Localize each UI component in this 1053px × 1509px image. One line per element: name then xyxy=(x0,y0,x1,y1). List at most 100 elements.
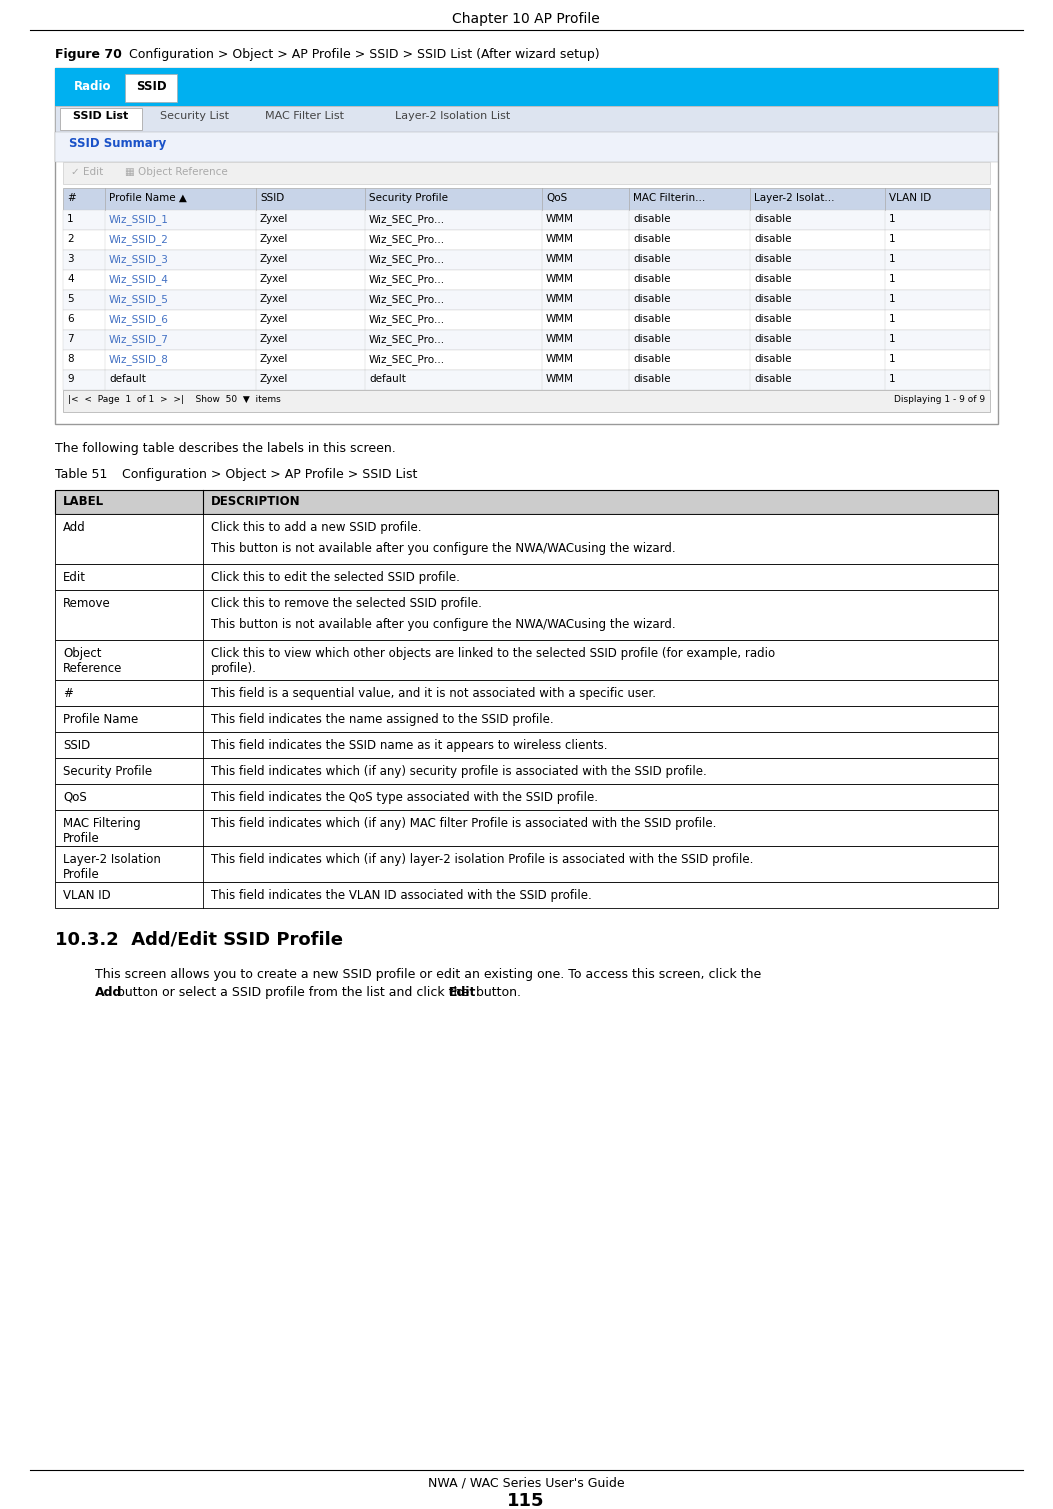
Text: disable: disable xyxy=(633,314,671,324)
Text: Wiz_SSID_5: Wiz_SSID_5 xyxy=(110,294,168,305)
Bar xyxy=(63,309,990,330)
Text: default: default xyxy=(110,374,146,383)
Text: Wiz_SSID_2: Wiz_SSID_2 xyxy=(110,234,168,244)
Text: WMM: WMM xyxy=(547,355,574,364)
Text: disable: disable xyxy=(754,214,792,223)
Bar xyxy=(60,109,142,130)
Bar xyxy=(63,290,990,309)
Text: 1: 1 xyxy=(889,355,896,364)
Text: button.: button. xyxy=(473,985,521,999)
Text: disable: disable xyxy=(633,234,671,244)
Text: Wiz_SSID_6: Wiz_SSID_6 xyxy=(110,314,168,324)
Text: Zyxel: Zyxel xyxy=(260,294,289,303)
Text: Table 51: Table 51 xyxy=(55,468,107,481)
Text: Zyxel: Zyxel xyxy=(260,333,289,344)
Text: Reference: Reference xyxy=(63,662,122,675)
Text: DESCRIPTION: DESCRIPTION xyxy=(211,495,300,509)
Text: 9: 9 xyxy=(67,374,74,383)
Text: Wiz_SEC_Pro...: Wiz_SEC_Pro... xyxy=(369,275,445,285)
Bar xyxy=(55,490,998,515)
Text: Edit: Edit xyxy=(63,570,86,584)
Text: 10.3.2  Add/Edit SSID Profile: 10.3.2 Add/Edit SSID Profile xyxy=(55,930,343,948)
Text: default: default xyxy=(369,374,405,383)
Text: Click this to remove the selected SSID profile.: Click this to remove the selected SSID p… xyxy=(211,598,482,610)
Text: Wiz_SSID_3: Wiz_SSID_3 xyxy=(110,254,168,266)
Text: Configuration > Object > AP Profile > SSID > SSID List (After wizard setup): Configuration > Object > AP Profile > SS… xyxy=(117,48,599,60)
Text: VLAN ID: VLAN ID xyxy=(889,193,931,204)
Bar xyxy=(63,250,990,270)
Text: disable: disable xyxy=(633,333,671,344)
Text: 1: 1 xyxy=(889,374,896,383)
Text: This field indicates the SSID name as it appears to wireless clients.: This field indicates the SSID name as it… xyxy=(211,739,608,751)
Bar xyxy=(63,370,990,389)
Text: disable: disable xyxy=(754,333,792,344)
Bar xyxy=(55,515,998,564)
Text: 1: 1 xyxy=(889,314,896,324)
Bar xyxy=(55,564,998,590)
Text: disable: disable xyxy=(754,355,792,364)
Text: Figure 70: Figure 70 xyxy=(55,48,122,60)
Bar xyxy=(63,350,990,370)
Text: ✓ Edit: ✓ Edit xyxy=(71,167,103,177)
Text: 1: 1 xyxy=(67,214,74,223)
Text: Zyxel: Zyxel xyxy=(260,214,289,223)
Bar xyxy=(55,131,998,161)
Text: Zyxel: Zyxel xyxy=(260,254,289,264)
Text: WMM: WMM xyxy=(547,234,574,244)
Text: Security Profile: Security Profile xyxy=(63,765,152,779)
Text: 8: 8 xyxy=(67,355,74,364)
Text: 115: 115 xyxy=(508,1492,544,1509)
Text: disable: disable xyxy=(754,314,792,324)
Text: disable: disable xyxy=(754,234,792,244)
Text: Chapter 10 AP Profile: Chapter 10 AP Profile xyxy=(452,12,600,26)
Text: Add: Add xyxy=(95,985,122,999)
Bar xyxy=(55,847,998,881)
Text: VLAN ID: VLAN ID xyxy=(63,889,111,902)
Text: This button is not available after you configure the NWA/WACusing the wizard.: This button is not available after you c… xyxy=(211,542,676,555)
Text: Displaying 1 - 9 of 9: Displaying 1 - 9 of 9 xyxy=(894,395,985,404)
Text: WMM: WMM xyxy=(547,214,574,223)
Text: Wiz_SSID_8: Wiz_SSID_8 xyxy=(110,355,168,365)
Bar xyxy=(55,68,998,424)
Text: This field indicates the VLAN ID associated with the SSID profile.: This field indicates the VLAN ID associa… xyxy=(211,889,592,902)
Text: MAC Filterin...: MAC Filterin... xyxy=(633,193,706,204)
Bar xyxy=(55,106,998,131)
Bar xyxy=(55,590,998,640)
Bar xyxy=(63,389,990,412)
Text: Wiz_SEC_Pro...: Wiz_SEC_Pro... xyxy=(369,355,445,365)
Text: disable: disable xyxy=(633,275,671,284)
Text: Zyxel: Zyxel xyxy=(260,355,289,364)
Text: 4: 4 xyxy=(67,275,74,284)
Text: Radio: Radio xyxy=(75,80,112,94)
Text: 3: 3 xyxy=(67,254,74,264)
Text: Configuration > Object > AP Profile > SSID List: Configuration > Object > AP Profile > SS… xyxy=(110,468,417,481)
Text: Zyxel: Zyxel xyxy=(260,314,289,324)
Bar xyxy=(55,706,998,732)
Text: SSID List: SSID List xyxy=(74,112,128,121)
Bar xyxy=(55,640,998,681)
Text: disable: disable xyxy=(754,254,792,264)
Text: Remove: Remove xyxy=(63,598,111,610)
Text: Wiz_SSID_7: Wiz_SSID_7 xyxy=(110,333,168,346)
Text: disable: disable xyxy=(754,374,792,383)
Text: 2: 2 xyxy=(67,234,74,244)
Text: Security Profile: Security Profile xyxy=(369,193,448,204)
Text: Add: Add xyxy=(63,521,85,534)
Text: Zyxel: Zyxel xyxy=(260,275,289,284)
Text: WMM: WMM xyxy=(547,333,574,344)
Bar xyxy=(55,732,998,758)
Text: Click this to add a new SSID profile.: Click this to add a new SSID profile. xyxy=(211,521,421,534)
Text: Layer-2 Isolat...: Layer-2 Isolat... xyxy=(754,193,834,204)
Text: This field indicates the name assigned to the SSID profile.: This field indicates the name assigned t… xyxy=(211,712,554,726)
Text: #: # xyxy=(63,687,73,700)
Text: MAC Filter List: MAC Filter List xyxy=(265,112,344,121)
Text: SSID Summary: SSID Summary xyxy=(69,137,166,149)
Bar xyxy=(63,229,990,250)
Text: Click this to view which other objects are linked to the selected SSID profile (: Click this to view which other objects a… xyxy=(211,647,775,659)
Text: #: # xyxy=(67,193,76,204)
Text: WMM: WMM xyxy=(547,254,574,264)
Text: 1: 1 xyxy=(889,234,896,244)
Text: SSID: SSID xyxy=(260,193,284,204)
Text: Wiz_SEC_Pro...: Wiz_SEC_Pro... xyxy=(369,234,445,244)
Text: This button is not available after you configure the NWA/WACusing the wizard.: This button is not available after you c… xyxy=(211,619,676,631)
